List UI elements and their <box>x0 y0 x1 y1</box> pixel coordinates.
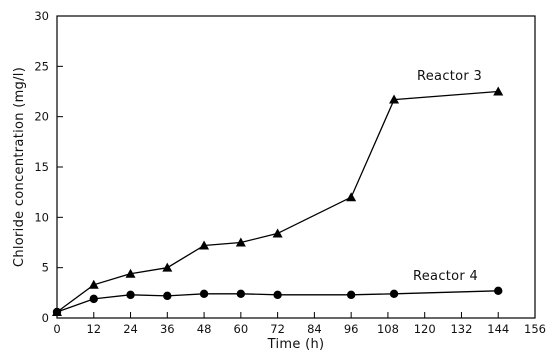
x-tick-label: 156 <box>524 322 546 336</box>
x-tick-label: 48 <box>197 322 212 336</box>
data-point-reactor-4 <box>52 307 62 317</box>
data-point-reactor-3 <box>162 262 173 272</box>
data-point-reactor-4 <box>89 294 98 304</box>
y-tick-label: 10 <box>34 210 49 224</box>
x-tick-label: 24 <box>123 322 138 336</box>
data-point-reactor-3 <box>346 192 357 202</box>
x-tick-label: 72 <box>270 322 285 336</box>
series-line-reactor-4 <box>56 290 499 313</box>
y-tick-label: 25 <box>34 59 49 73</box>
x-tick-label: 12 <box>86 322 101 336</box>
x-tick-label: 96 <box>344 322 359 336</box>
data-point-reactor-4 <box>199 289 209 299</box>
data-point-reactor-3 <box>88 279 99 289</box>
x-tick-label: 60 <box>234 322 249 336</box>
data-point-reactor-3 <box>235 237 246 247</box>
x-tick-label: 108 <box>377 322 399 336</box>
x-tick-label: 84 <box>307 322 322 336</box>
x-tick-label: 36 <box>160 322 175 336</box>
data-point-reactor-3 <box>493 86 504 96</box>
data-point-reactor-4 <box>494 286 503 296</box>
data-point-reactor-4 <box>236 289 246 299</box>
y-tick-label: 20 <box>34 110 49 124</box>
y-axis-title: Chloride concentration (mg/l) <box>12 67 27 267</box>
x-tick-label: 120 <box>414 322 436 336</box>
x-tick-label: 144 <box>487 322 509 336</box>
series-label-reactor-4: Reactor 4 <box>413 269 478 284</box>
data-point-reactor-4 <box>163 291 172 301</box>
data-point-reactor-3 <box>125 268 136 278</box>
data-point-reactor-4 <box>389 289 399 299</box>
data-point-reactor-4 <box>126 290 135 300</box>
data-point-reactor-3 <box>199 240 210 250</box>
y-tick-label: 5 <box>42 261 49 275</box>
series-label-reactor-3: Reactor 3 <box>417 69 482 84</box>
data-point-reactor-3 <box>272 228 283 238</box>
y-tick-label: 30 <box>34 9 49 23</box>
x-axis-title: Time (h) <box>267 337 325 352</box>
y-tick-label: 15 <box>34 160 49 174</box>
x-tick-label: 0 <box>53 322 60 336</box>
y-tick-label: 0 <box>42 311 49 325</box>
data-point-reactor-3 <box>389 94 400 104</box>
x-tick-label: 132 <box>450 322 472 336</box>
series-layer <box>52 86 504 317</box>
data-point-reactor-4 <box>273 290 282 300</box>
y-axis: 0 5 10 15 20 25 30 <box>34 9 63 325</box>
series-line-reactor-3 <box>56 90 499 313</box>
data-point-reactor-4 <box>346 290 356 300</box>
x-axis: 0 12 24 36 48 60 72 84 96 108 120 132 144 156 <box>53 312 546 336</box>
